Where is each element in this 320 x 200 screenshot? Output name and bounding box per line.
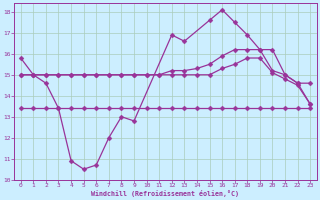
X-axis label: Windchill (Refroidissement éolien,°C): Windchill (Refroidissement éolien,°C) <box>92 190 239 197</box>
